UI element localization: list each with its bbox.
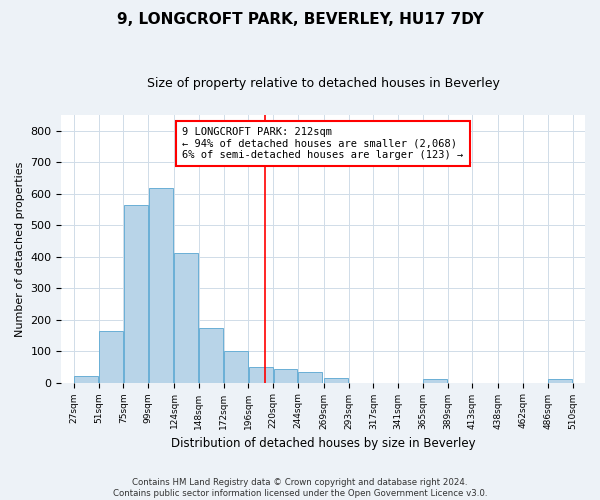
Bar (199, 328, 223, 382)
Bar (149, 188, 173, 382)
Bar (74, 376, 98, 382)
Bar (324, 378, 348, 382)
Bar (224, 351, 248, 382)
X-axis label: Distribution of detached houses by size in Beverley: Distribution of detached houses by size … (171, 437, 476, 450)
Text: Contains HM Land Registry data © Crown copyright and database right 2024.
Contai: Contains HM Land Registry data © Crown c… (113, 478, 487, 498)
Bar (423, 380, 447, 382)
Bar (298, 372, 322, 382)
Bar (274, 370, 298, 382)
Bar (249, 367, 273, 382)
Title: Size of property relative to detached houses in Beverley: Size of property relative to detached ho… (147, 78, 500, 90)
Bar (548, 380, 572, 382)
Text: 9 LONGCROFT PARK: 212sqm
← 94% of detached houses are smaller (2,068)
6% of semi: 9 LONGCROFT PARK: 212sqm ← 94% of detach… (182, 127, 463, 160)
Text: 9, LONGCROFT PARK, BEVERLEY, HU17 7DY: 9, LONGCROFT PARK, BEVERLEY, HU17 7DY (116, 12, 484, 28)
Bar (124, 205, 148, 382)
Bar (99, 330, 123, 382)
Y-axis label: Number of detached properties: Number of detached properties (15, 161, 25, 336)
Bar (175, 252, 199, 382)
